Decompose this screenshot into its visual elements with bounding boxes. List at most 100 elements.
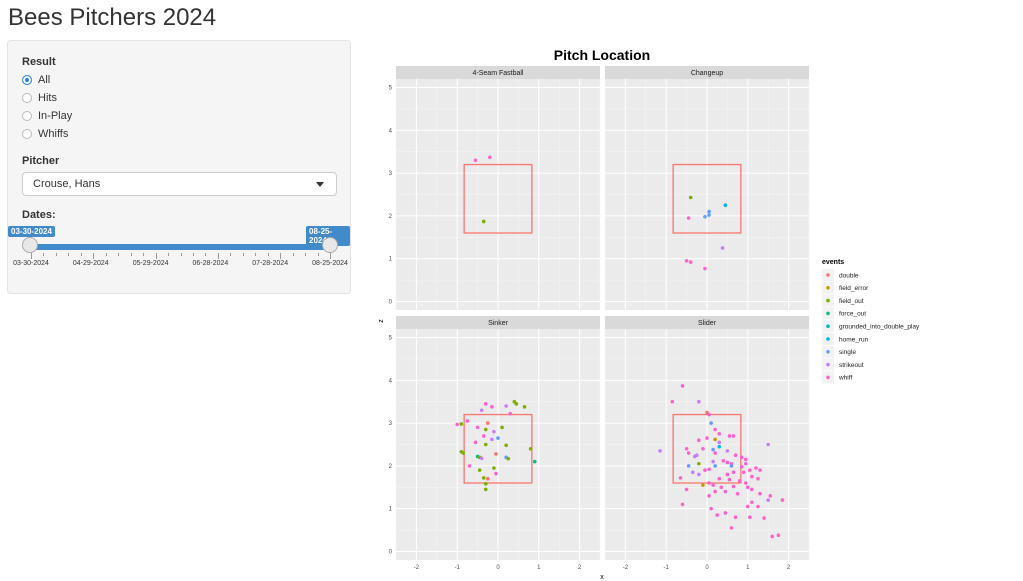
slider-tick — [55, 253, 57, 256]
radio-result-in-play[interactable]: In-Play — [22, 109, 72, 123]
slider-tick — [242, 253, 244, 256]
pitch-point — [707, 467, 711, 472]
slider-tick — [255, 253, 257, 256]
facet-strip — [396, 66, 600, 79]
x-tick-label: 1 — [746, 565, 750, 571]
radio-label: Whiffs — [38, 128, 69, 140]
pitch-point — [465, 419, 470, 423]
legend-marker — [826, 362, 830, 367]
pitch-point — [479, 456, 484, 460]
x-tick-label: -1 — [664, 565, 670, 571]
pitch-point — [713, 489, 717, 494]
pitch-point — [707, 481, 711, 485]
pitch-point — [488, 155, 492, 160]
facet-strip — [605, 66, 809, 79]
pitch-point — [492, 466, 496, 470]
pitch-point — [715, 513, 719, 517]
pitch-point — [754, 466, 758, 470]
radio-selected-icon — [22, 75, 32, 85]
pitch-point — [733, 515, 738, 520]
pitch-point — [770, 534, 775, 539]
facet-strip — [396, 316, 600, 329]
x-tick-label: 0 — [496, 565, 500, 571]
legend-marker — [826, 298, 830, 303]
pitch-point — [483, 487, 488, 492]
y-tick-label: 1 — [389, 257, 393, 263]
pitch-point — [723, 511, 728, 515]
pitch-point — [711, 447, 715, 452]
date-range-track[interactable] — [23, 244, 330, 250]
slider-tick-label: 07-28-2024 — [252, 260, 289, 267]
radio-result-hits[interactable]: Hits — [22, 91, 57, 105]
pitch-point — [475, 425, 480, 430]
pitcher-select[interactable]: Crouse, Hans — [22, 172, 337, 196]
facet-strip-label: Slider — [698, 320, 717, 327]
pitch-point — [658, 449, 662, 453]
slider-tick — [267, 253, 269, 256]
pitch-point — [705, 436, 709, 440]
pitcher-label: Pitcher — [22, 155, 60, 167]
strike-zone — [672, 163, 742, 234]
pitch-point — [746, 504, 750, 509]
pitch-point — [686, 451, 691, 455]
pitch-point — [711, 459, 715, 464]
pitch-point — [729, 526, 734, 530]
pitch-point — [748, 515, 752, 520]
pitch-point — [762, 516, 766, 520]
pitch-point — [506, 456, 511, 461]
legend-label: single — [839, 349, 856, 356]
x-tick-label: -2 — [623, 565, 629, 571]
pitch-point — [688, 260, 693, 264]
pitch-point — [483, 482, 488, 486]
x-tick-label: 0 — [705, 565, 709, 571]
date-start-handle[interactable] — [22, 237, 38, 253]
pitch-point — [697, 461, 701, 466]
facet-strip — [605, 316, 809, 329]
facet-strip-label: 4-Seam Fastball — [473, 70, 524, 77]
pitch-point — [743, 461, 748, 466]
pitcher-select-value: Crouse, Hans — [33, 178, 101, 190]
facet-strip-label: Changeup — [691, 70, 723, 77]
pitch-point — [711, 483, 715, 487]
pitch-point — [483, 442, 488, 447]
y-tick-label: 4 — [389, 128, 393, 134]
legend-label: double — [839, 272, 859, 279]
pitch-point — [707, 412, 711, 417]
y-tick-label: 2 — [389, 214, 393, 220]
radio-unselected-icon — [22, 93, 32, 103]
pitch-point — [727, 434, 732, 438]
slider-tick — [168, 253, 170, 256]
legend-marker — [826, 350, 830, 354]
date-end-handle[interactable] — [322, 237, 338, 253]
pitch-point — [486, 421, 490, 425]
pitch-point — [750, 487, 754, 492]
radio-result-whiffs[interactable]: Whiffs — [22, 127, 68, 141]
pitch-point — [735, 491, 740, 496]
pitch-point — [697, 472, 701, 477]
pitch-point — [713, 437, 717, 442]
pitch-point — [479, 408, 484, 413]
slider-tick-label: 05-29-2024 — [132, 260, 169, 267]
pitch-point — [731, 484, 736, 489]
chevron-down-icon — [316, 182, 324, 187]
radio-result-all[interactable]: All — [22, 73, 50, 87]
x-axis-title: x — [600, 574, 604, 581]
slider-tick — [180, 253, 182, 256]
pitch-point — [528, 446, 533, 451]
y-tick-label: 0 — [389, 549, 393, 555]
pitch-point — [532, 459, 537, 464]
slider-tick — [280, 253, 282, 259]
pitch-point — [709, 421, 713, 425]
pitch-point — [490, 405, 494, 409]
pitch-point — [481, 219, 486, 224]
pitch-point — [750, 500, 754, 505]
pitch-point — [758, 491, 762, 496]
pitch-point — [494, 471, 498, 476]
y-axis-title: z — [378, 319, 385, 323]
slider-tick — [217, 253, 219, 259]
pitch-point — [729, 464, 734, 468]
pitch-point — [725, 472, 730, 477]
pitch-point — [709, 506, 713, 511]
slider-tick — [43, 253, 45, 256]
